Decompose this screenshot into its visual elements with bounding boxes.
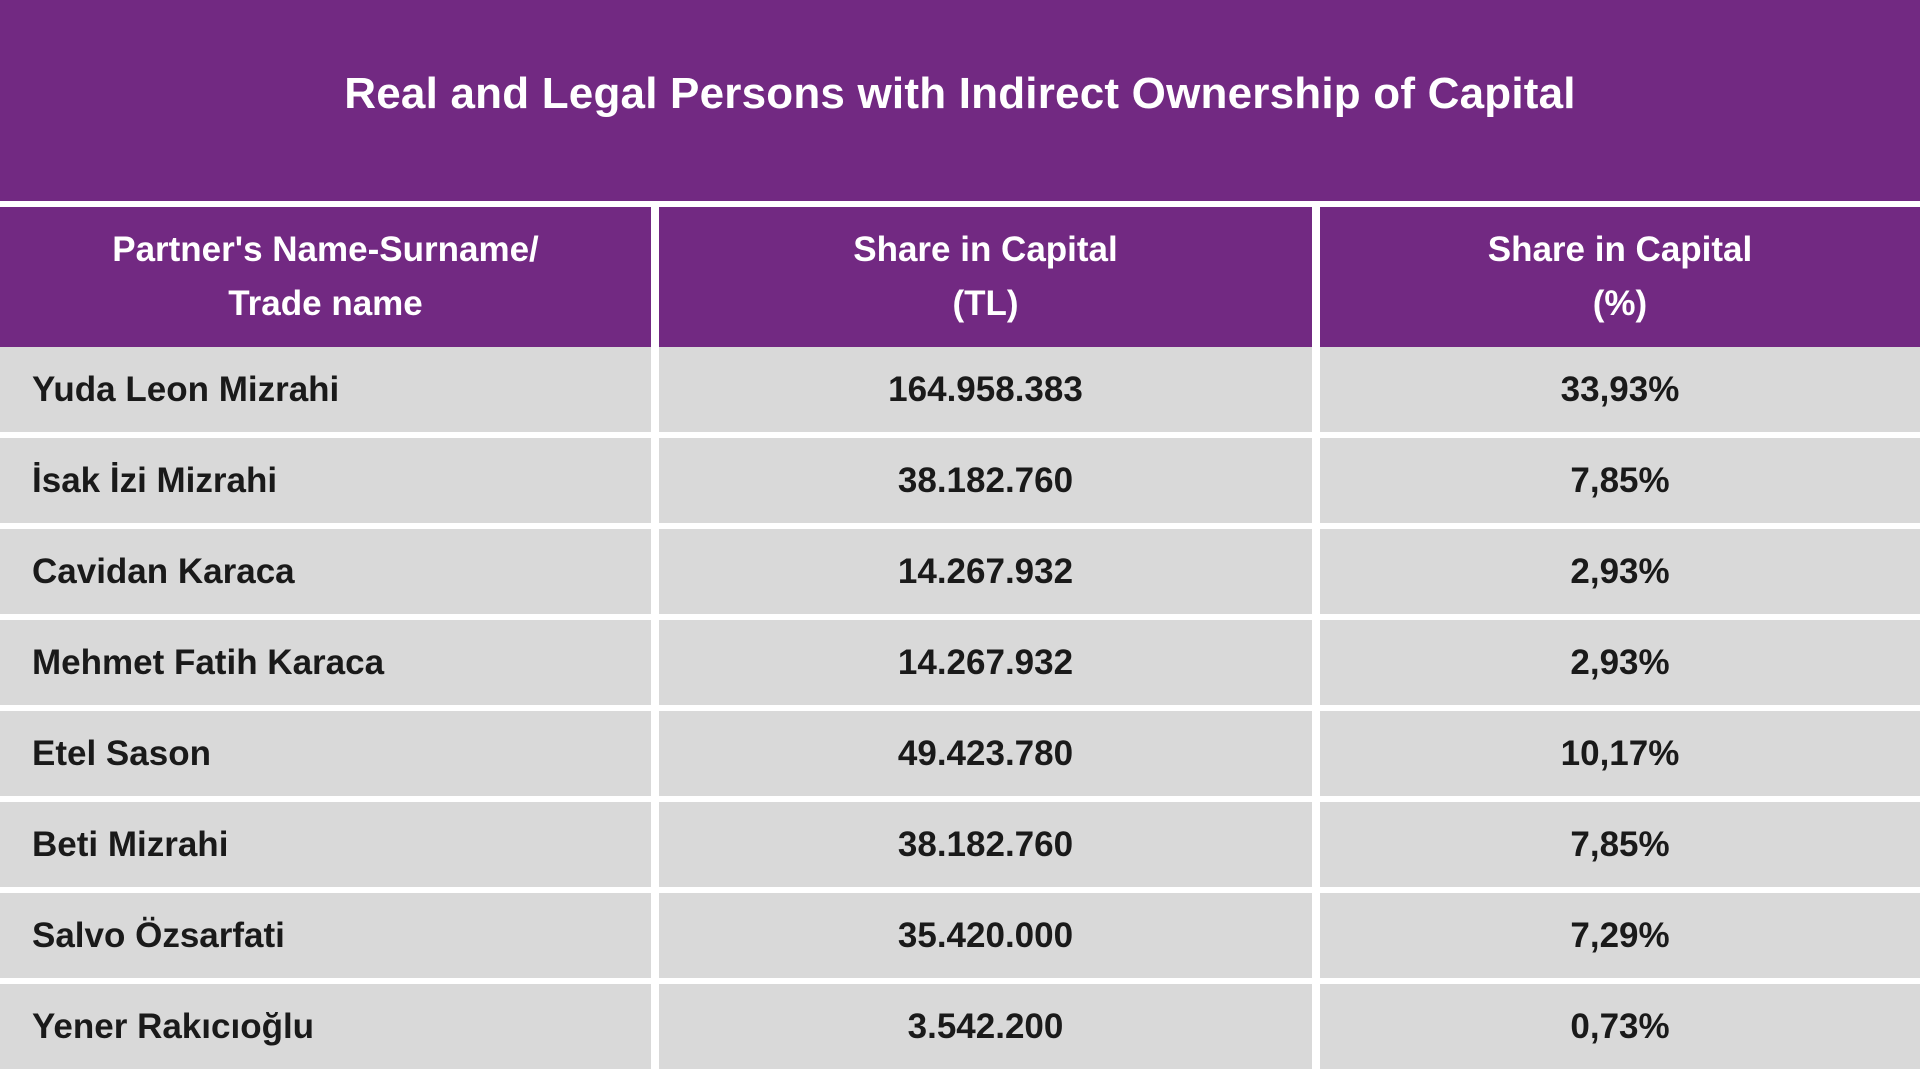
share-tl-cell: 35.420.000 [659,893,1312,978]
column-divider [651,984,659,1069]
partner-name-cell: Beti Mizrahi [0,802,651,887]
table-row: Salvo Özsarfati 35.420.000 7,29% [0,893,1920,978]
share-pct-cell: 33,93% [1320,347,1920,432]
partner-name-cell: Yener Rakıcıoğlu [0,984,651,1069]
share-tl-cell: 38.182.760 [659,802,1312,887]
table-header-row: Partner's Name-Surname/ Trade name Share… [0,207,1920,347]
share-pct-value: 2,93% [1570,642,1670,682]
header-share-pct-column: Share in Capital (%) [1320,207,1920,347]
partner-name-cell: Salvo Özsarfati [0,893,651,978]
column-divider [1312,347,1320,432]
share-tl-value: 14.267.932 [897,551,1074,591]
partner-name: Yener Rakıcıoğlu [32,1006,315,1046]
title-band: Real and Legal Persons with Indirect Own… [0,0,1920,201]
header-share-pct-line1: Share in Capital [1487,229,1753,269]
column-divider [1312,529,1320,614]
share-pct-cell: 0,73% [1320,984,1920,1069]
share-tl-value: 38.182.760 [897,824,1074,864]
column-divider [651,438,659,523]
header-share-tl-line2: (TL) [952,284,1019,323]
partner-name-cell: Yuda Leon Mizrahi [0,347,651,432]
share-tl-cell: 3.542.200 [659,984,1312,1069]
share-pct-cell: 7,85% [1320,802,1920,887]
column-divider [1312,207,1320,347]
share-tl-value: 164.958.383 [888,369,1083,409]
table-row: Beti Mizrahi 38.182.760 7,85% [0,802,1920,887]
share-pct-value: 7,85% [1570,460,1670,500]
table-row: Cavidan Karaca 14.267.932 2,93% [0,529,1920,614]
partner-name: İsak İzi Mizrahi [32,460,278,500]
table-row: İsak İzi Mizrahi 38.182.760 7,85% [0,438,1920,523]
column-divider [1312,711,1320,796]
partner-name: Beti Mizrahi [32,824,229,864]
share-pct-value: 0,73% [1570,1006,1670,1046]
header-share-tl-column: Share in Capital (TL) [659,207,1312,347]
partner-name-cell: Cavidan Karaca [0,529,651,614]
header-partner-name-line2: Trade name [228,284,423,323]
title-separator-line [0,201,1920,207]
share-pct-cell: 2,93% [1320,529,1920,614]
share-tl-cell: 14.267.932 [659,620,1312,705]
partner-name-cell: Mehmet Fatih Karaca [0,620,651,705]
column-divider [651,207,659,347]
share-pct-value: 10,17% [1560,733,1680,773]
share-tl-value: 35.420.000 [897,915,1074,955]
partner-name: Salvo Özsarfati [32,915,285,955]
share-pct-cell: 7,85% [1320,438,1920,523]
partner-name: Cavidan Karaca [32,551,295,591]
partner-name: Mehmet Fatih Karaca [32,642,385,682]
column-divider [651,347,659,432]
header-share-tl-line1: Share in Capital [853,229,1118,269]
share-tl-value: 38.182.760 [897,460,1074,500]
table-row: Yener Rakıcıoğlu 3.542.200 0,73% [0,984,1920,1069]
table-row: Mehmet Fatih Karaca 14.267.932 2,93% [0,620,1920,705]
partner-name-cell: Etel Sason [0,711,651,796]
header-partner-name-column: Partner's Name-Surname/ Trade name [0,207,651,347]
column-divider [651,802,659,887]
share-pct-cell: 2,93% [1320,620,1920,705]
column-divider [651,893,659,978]
share-tl-cell: 164.958.383 [659,347,1312,432]
page-title: Real and Legal Persons with Indirect Own… [344,68,1576,118]
header-partner-name-line1: Partner's Name-Surname/ [112,229,539,269]
column-divider [651,711,659,796]
table-body: Yuda Leon Mizrahi 164.958.383 33,93% İsa… [0,347,1920,1069]
share-tl-value: 3.542.200 [907,1006,1064,1046]
share-pct-value: 7,29% [1570,915,1670,955]
partner-name: Etel Sason [32,733,211,773]
table-row: Etel Sason 49.423.780 10,17% [0,711,1920,796]
column-divider [1312,620,1320,705]
share-pct-value: 2,93% [1570,551,1670,591]
partner-name-cell: İsak İzi Mizrahi [0,438,651,523]
column-divider [651,620,659,705]
share-pct-cell: 7,29% [1320,893,1920,978]
column-divider [651,529,659,614]
share-tl-cell: 49.423.780 [659,711,1312,796]
column-divider [1312,802,1320,887]
share-pct-value: 7,85% [1570,824,1670,864]
share-pct-value: 33,93% [1560,369,1680,409]
share-pct-cell: 10,17% [1320,711,1920,796]
partner-name: Yuda Leon Mizrahi [32,369,340,409]
share-tl-cell: 14.267.932 [659,529,1312,614]
share-tl-value: 49.423.780 [897,733,1074,773]
table-row: Yuda Leon Mizrahi 164.958.383 33,93% [0,347,1920,432]
header-share-pct-line2: (%) [1592,284,1648,323]
column-divider [1312,893,1320,978]
column-divider [1312,438,1320,523]
share-tl-cell: 38.182.760 [659,438,1312,523]
share-tl-value: 14.267.932 [897,642,1074,682]
column-divider [1312,984,1320,1069]
